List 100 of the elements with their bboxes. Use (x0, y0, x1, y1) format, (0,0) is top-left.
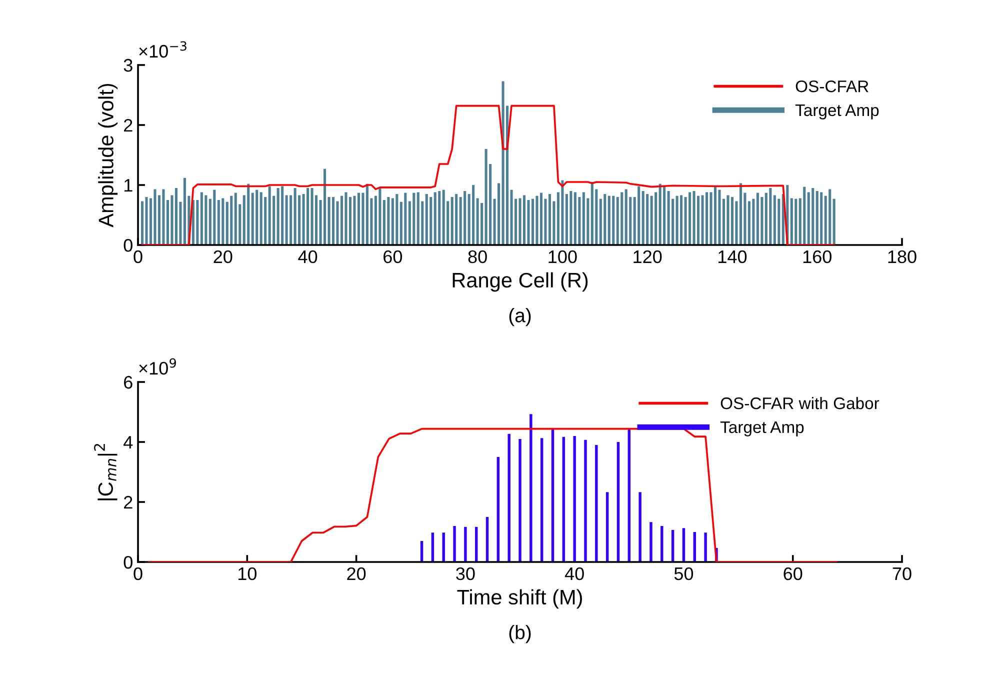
bar (268, 186, 271, 246)
bar (692, 191, 696, 246)
bar (366, 184, 368, 246)
bar (464, 191, 466, 246)
bar (536, 196, 538, 246)
bar (561, 180, 564, 246)
bar (412, 192, 416, 246)
bar (748, 201, 750, 246)
bar (290, 195, 292, 246)
bar (396, 194, 398, 246)
bar (530, 414, 532, 562)
bar (174, 188, 178, 246)
y-axis-title: |C$_{mn}$|$^{2}$ (94, 444, 118, 500)
bar (453, 526, 456, 562)
bar (213, 190, 216, 246)
bar (196, 200, 199, 246)
bar (430, 197, 432, 246)
x-axis-title: Range Cell (R) (452, 272, 588, 292)
x-tick-label: 180 (888, 250, 916, 264)
bar (498, 183, 500, 246)
y-tick-label: 2 (124, 118, 132, 132)
bar (531, 198, 534, 246)
bar (820, 192, 823, 246)
bar (832, 198, 836, 246)
bar (484, 149, 488, 246)
bar (663, 186, 666, 246)
bar (773, 195, 776, 246)
bar (323, 168, 326, 246)
bar (404, 192, 407, 246)
bar (476, 198, 479, 246)
bar (340, 196, 344, 246)
x-tick-label: 0 (134, 250, 142, 264)
bar (624, 189, 628, 246)
bar (438, 191, 441, 246)
bar (230, 196, 233, 246)
bar (667, 191, 670, 246)
bar (425, 194, 428, 246)
bar (730, 197, 734, 246)
x-tick-label: 80 (468, 250, 487, 264)
bar (590, 182, 594, 246)
bar (222, 198, 224, 246)
bar (344, 192, 348, 246)
y-tick-label: 0 (124, 556, 132, 569)
bar (718, 190, 721, 246)
bar (760, 197, 764, 246)
bar (540, 438, 544, 562)
bar (416, 192, 420, 246)
bar (705, 192, 708, 246)
bar (803, 186, 806, 246)
bar (353, 196, 356, 246)
x-tick-label: 60 (784, 567, 802, 580)
bar (204, 195, 208, 246)
bar (518, 198, 522, 246)
bar (701, 195, 704, 246)
bar (442, 532, 445, 562)
bar (676, 196, 678, 246)
bar (256, 190, 258, 246)
bar (281, 186, 284, 246)
bar (816, 191, 818, 246)
bar (522, 195, 526, 246)
bar (285, 195, 288, 246)
bar (496, 456, 500, 562)
text: ×10$^{−3}$ (139, 41, 186, 58)
bar (562, 436, 566, 562)
bar (595, 444, 598, 562)
bar (604, 194, 606, 246)
bar (812, 188, 814, 246)
bar (518, 438, 522, 562)
bar (551, 429, 554, 562)
bar (200, 192, 203, 246)
legend-label: OS-CFAR with Gabor (720, 396, 880, 410)
x-axis-title: Time shift (M) (457, 589, 582, 609)
bar (642, 191, 644, 246)
bar (306, 188, 310, 246)
bar (540, 192, 542, 246)
bar (391, 198, 394, 246)
bar (739, 183, 742, 246)
bar (620, 192, 624, 246)
bar (508, 434, 510, 562)
x-tick-label: 40 (564, 567, 584, 580)
bar (450, 197, 454, 246)
bar (628, 429, 631, 562)
bar (378, 188, 382, 246)
bar (574, 192, 576, 246)
bar (162, 189, 165, 246)
bar (251, 192, 254, 246)
bar (704, 532, 707, 562)
bar (573, 436, 576, 562)
x-tick-label: 0 (134, 567, 142, 580)
bar (714, 186, 717, 246)
bar (688, 192, 692, 246)
bar (294, 188, 296, 246)
bar (140, 201, 144, 246)
legend-label: OS-CFAR (796, 80, 868, 92)
bar (276, 188, 280, 246)
bar (455, 194, 458, 246)
bar (154, 189, 156, 246)
y-tick-label: 0 (124, 238, 132, 252)
bar (608, 196, 610, 246)
bar (682, 528, 686, 562)
